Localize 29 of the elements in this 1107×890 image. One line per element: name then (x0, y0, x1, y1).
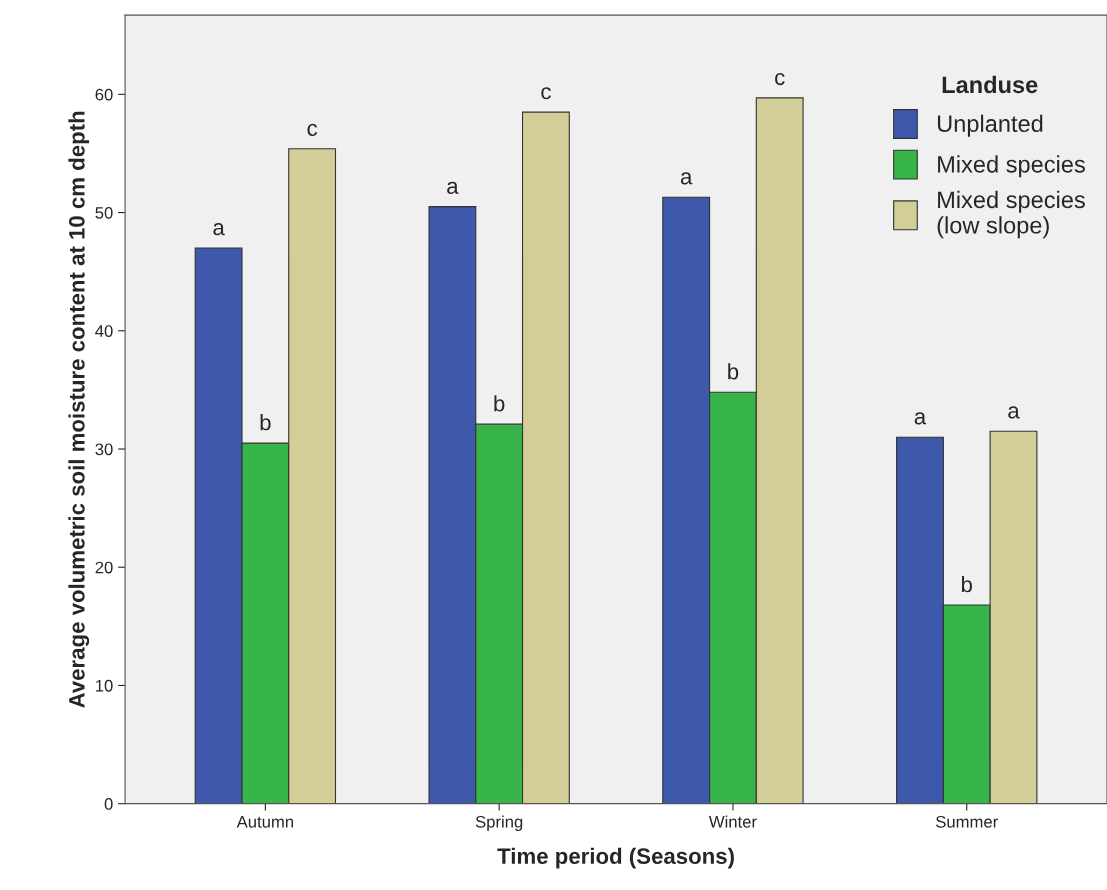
data-label: b (494, 395, 505, 412)
data-label: c (775, 72, 785, 86)
data-label: b (728, 363, 739, 380)
legend-label: Mixed species (938, 155, 1085, 178)
data-label: a (213, 223, 225, 236)
y-tick-label: 20 (95, 561, 113, 574)
y-tick-label: 10 (96, 679, 113, 692)
x-tick-label: Autumn (236, 816, 293, 828)
x-tick-label: Summer (936, 815, 998, 828)
data-label: c (541, 87, 551, 100)
y-axis-title: Average volumetric soil moisture content at 10 cm depth (68, 111, 90, 708)
data-label: b (260, 414, 271, 431)
data-label: b (961, 576, 972, 593)
data-label: a (914, 412, 927, 425)
y-tick-label: 50 (95, 206, 113, 219)
y-tick-label: 30 (95, 443, 113, 456)
y-tick-label: 60 (95, 88, 113, 101)
legend-label: Mixed species (low slope) (937, 190, 1085, 239)
legend-label: Unplanted (937, 114, 1043, 137)
data-label: c (307, 123, 318, 136)
data-label: a (447, 181, 459, 194)
legend-title: Landuse (942, 75, 1038, 94)
x-axis-title: Time period (Seasons) (497, 847, 734, 869)
x-tick-label: Winter (708, 815, 757, 828)
y-tick-label: 0 (104, 798, 113, 810)
data-label: a (1008, 406, 1020, 419)
data-label: a (680, 172, 693, 185)
y-tick-label: 40 (95, 325, 113, 337)
x-tick-label: Spring (475, 815, 523, 832)
